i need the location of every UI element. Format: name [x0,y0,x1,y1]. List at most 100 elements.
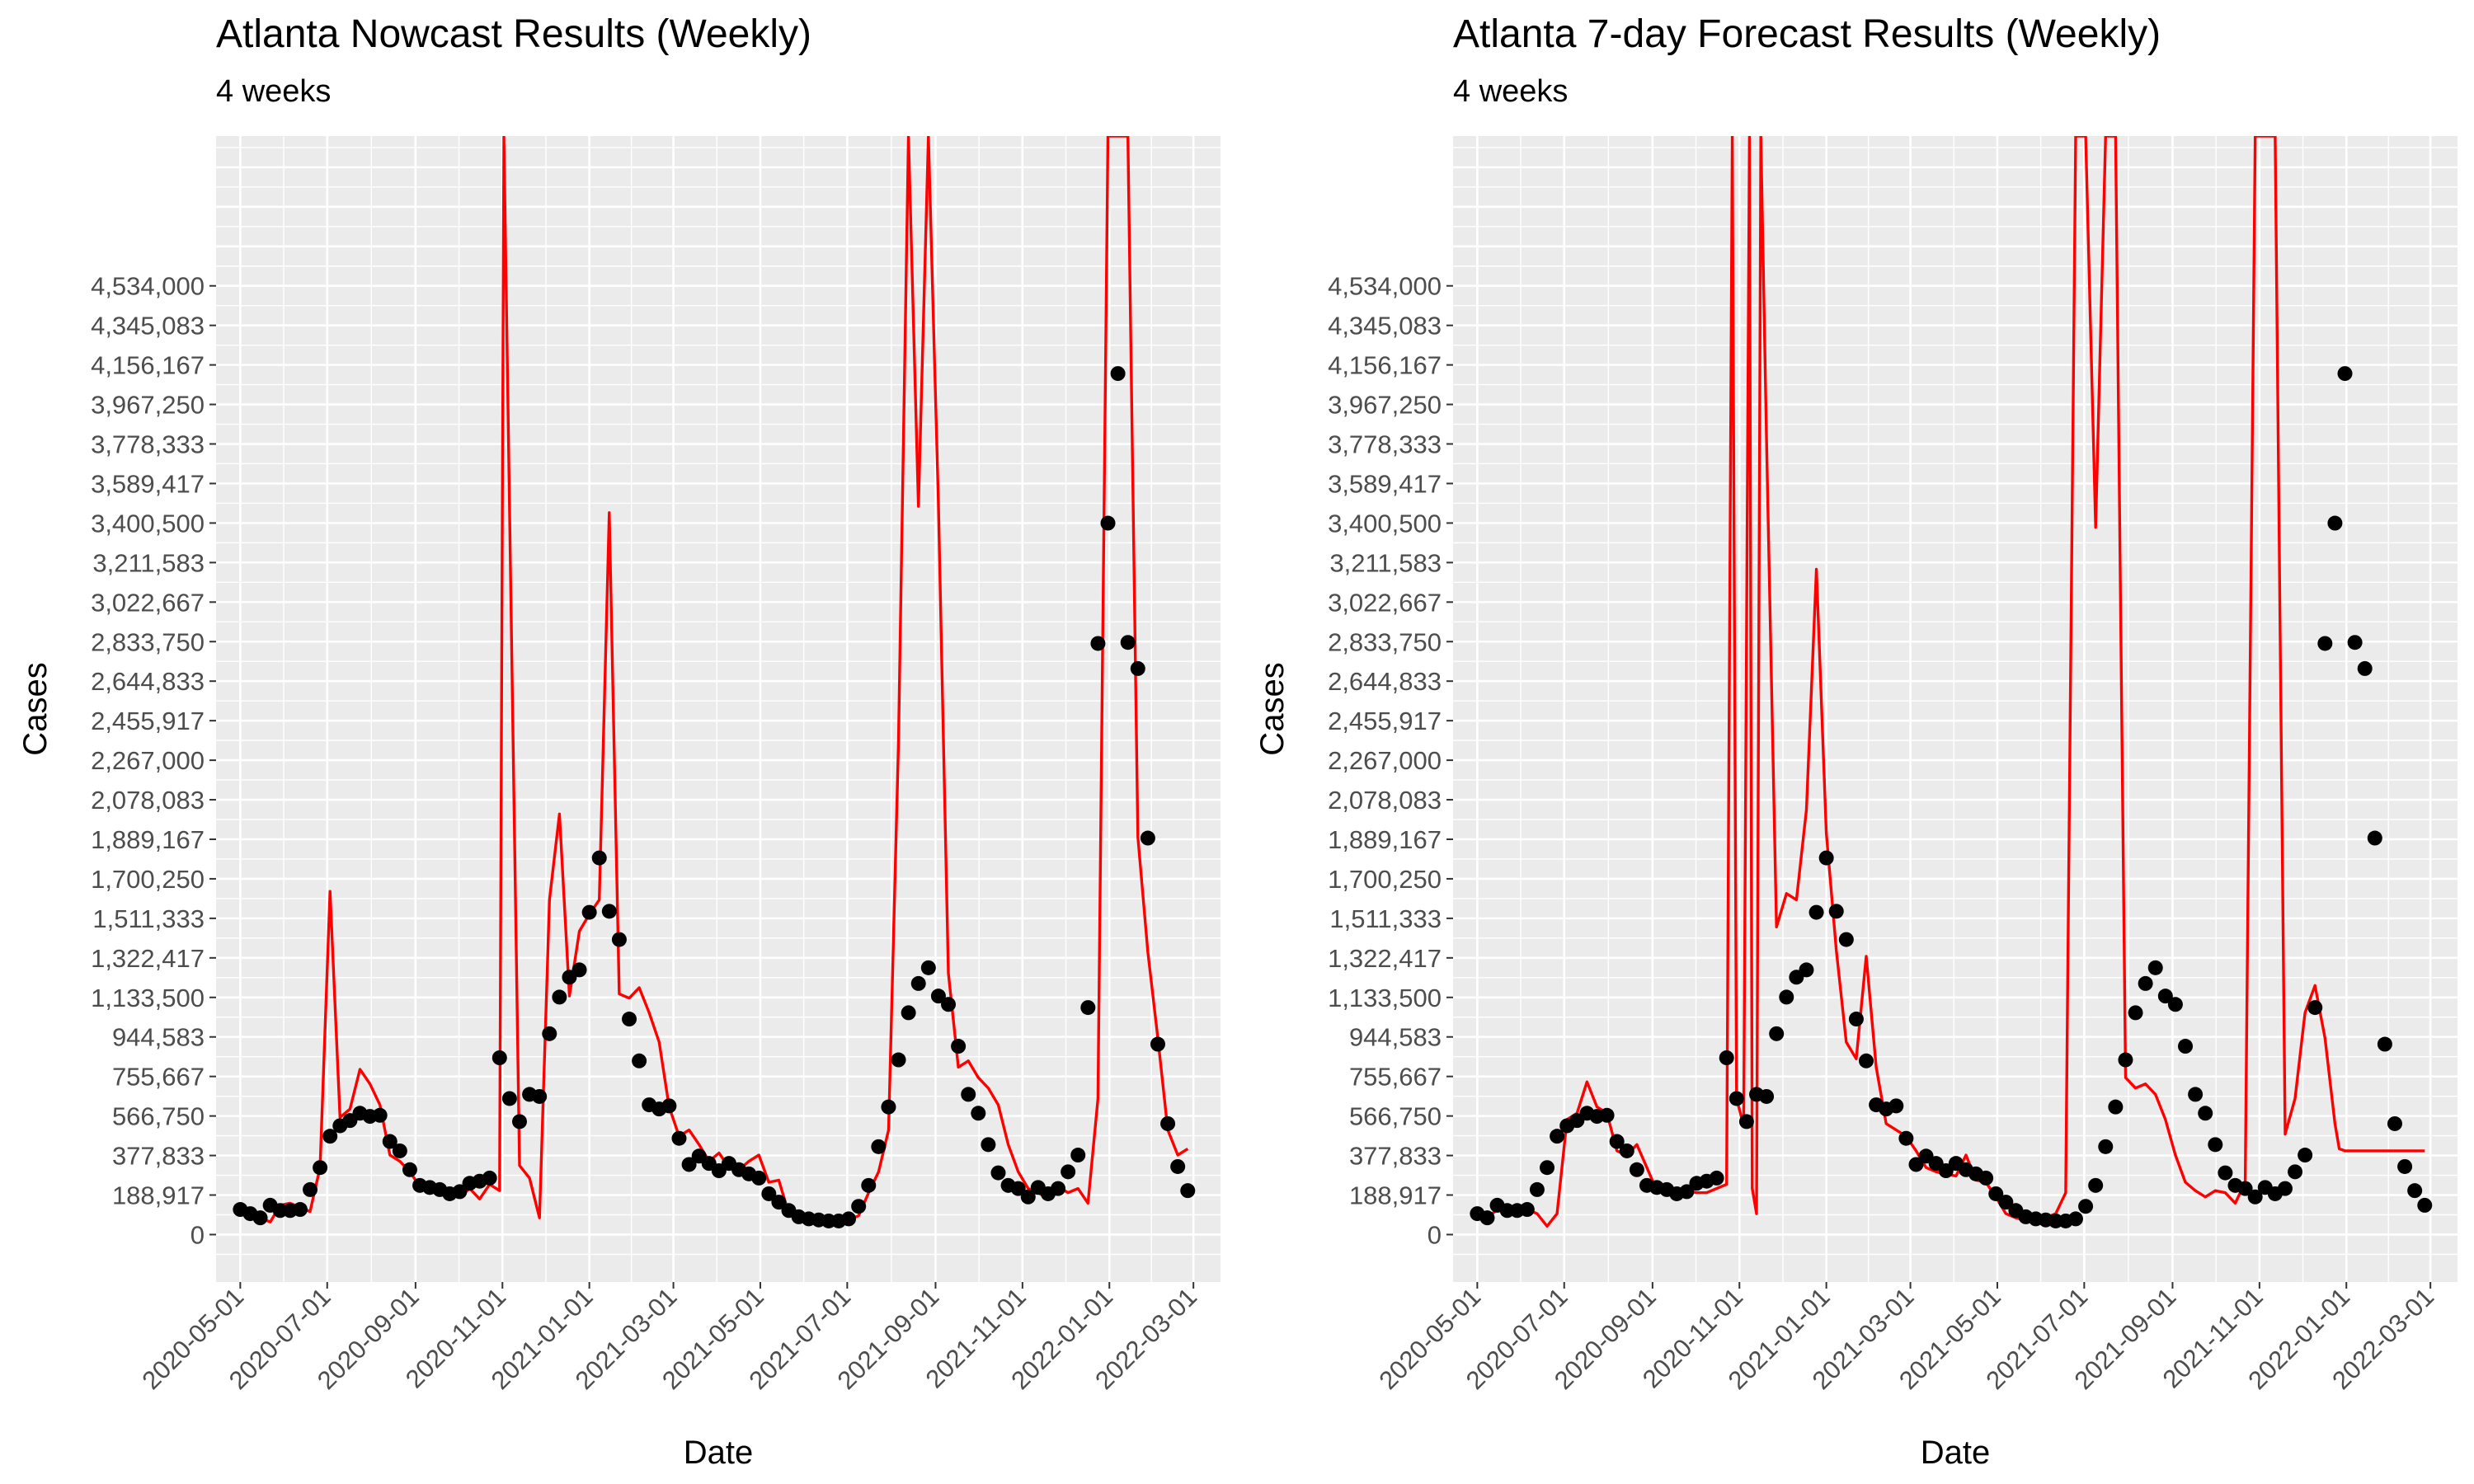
y-tick-label: 3,589,417 [91,469,205,498]
y-tick-label: 3,022,667 [91,588,205,617]
observed-point [532,1088,548,1104]
observed-point [1150,1036,1165,1052]
observed-point [2237,1181,2253,1196]
observed-point [1010,1181,1026,1196]
observed-point [1808,904,1824,920]
observed-point [1180,1183,1196,1199]
y-tick-label: 2,078,083 [91,786,205,815]
y-tick-label: 2,455,917 [91,707,205,735]
predicted-series-line [239,136,1189,1223]
x-axis-title: Date [1921,1435,1991,1471]
observed-point [1100,515,1116,531]
x-axis-title: Date [684,1435,754,1471]
observed-point [2307,1000,2323,1016]
observed-point [871,1139,887,1154]
observed-point [581,904,597,920]
y-tick-label: 1,322,417 [1328,944,1442,973]
y-tick-label: 2,078,083 [1328,786,1442,815]
observed-point [891,1052,906,1068]
observed-point [1759,1088,1775,1104]
y-tick-label: 944,583 [1349,1023,1442,1052]
observed-point [2128,1005,2143,1021]
observed-point [1978,1170,1994,1186]
observed-point [1170,1158,1186,1174]
y-tick-label: 4,156,167 [1328,351,1442,380]
observed-point [2138,975,2153,991]
observed-point [611,932,627,947]
y-tick-label: 3,778,333 [1328,430,1442,459]
observed-point [1848,1012,1864,1027]
observed-point [1479,1210,1495,1226]
observed-point [2417,1197,2433,1213]
observed-point [1799,962,1814,978]
y-tick-label: 377,833 [1349,1142,1442,1171]
observed-point [1130,660,1145,676]
observed-point [303,1181,318,1197]
forecast-panel: Atlanta 7-day Forecast Results (Weekly) … [1237,0,2474,1484]
y-tick-label: 377,833 [112,1142,205,1171]
observed-point [382,1134,397,1149]
observed-point [920,960,936,975]
observed-point [2218,1165,2233,1181]
y-tick-label: 3,400,500 [1328,509,1442,538]
observed-point [1898,1130,1914,1146]
observed-point [761,1186,777,1201]
observed-point [492,1050,507,1065]
observed-point [1160,1115,1176,1131]
y-tick-label: 188,917 [1349,1181,1442,1210]
observed-point [671,1130,687,1146]
y-tick-label: 1,889,167 [1328,825,1442,854]
observed-point [2387,1115,2402,1131]
observed-point [1859,1053,1874,1068]
observed-point [971,1106,986,1121]
observed-point [292,1202,308,1218]
observed-point [2247,1189,2263,1205]
observed-point [2157,989,2173,1004]
y-tick-label: 2,833,750 [91,627,205,656]
observed-point [1120,635,1136,650]
observed-point [841,1211,857,1227]
observed-point [1888,1098,1904,1114]
y-tick-label: 0 [190,1220,205,1249]
observed-point [2088,1177,2104,1193]
observed-point [1090,636,1106,651]
y-tick-label: 4,345,083 [1328,312,1442,340]
observed-point [1080,1000,1096,1016]
observed-point [930,989,946,1004]
observed-point [1140,830,1155,846]
observed-point [851,1199,867,1214]
observed-point [861,1177,877,1193]
y-tick-label: 566,750 [1349,1102,1442,1131]
observed-point [2277,1181,2293,1196]
y-tick-label: 3,589,417 [1328,469,1442,498]
y-tick-label: 0 [1427,1220,1442,1249]
y-tick-label: 755,667 [112,1063,205,1092]
observed-point [2367,830,2382,846]
observed-point [1609,1134,1625,1149]
observed-point [661,1098,677,1114]
chart-title: Atlanta Nowcast Results (Weekly) [216,12,812,56]
observed-point [2178,1039,2194,1054]
observed-point [941,997,957,1012]
y-tick-label: 188,917 [112,1181,205,1210]
predicted-series-line [1476,136,2425,1228]
observed-point [1779,989,1794,1005]
nowcast-chart: 0 188,917 377,833 566,750 755,667 944,583 1,13… [17,136,1221,1471]
y-tick-label: 566,750 [112,1102,205,1131]
observed-point [2167,997,2183,1012]
observed-point [910,975,926,991]
y-tick-label: 3,400,500 [91,509,205,538]
nowcast-panel: Atlanta Nowcast Results (Weekly) 4 weeks… [17,12,1221,1471]
observed-point [542,1026,557,1041]
observed-point [681,1157,697,1172]
y-axis-title: Cases [17,662,54,755]
observed-point [1020,1189,1036,1205]
observed-point [1599,1107,1615,1123]
observed-point [313,1160,328,1176]
observed-point [2407,1183,2423,1199]
observed-point [591,850,607,866]
observed-point [901,1005,916,1021]
observed-point [571,962,587,978]
y-tick-label: 944,583 [112,1023,205,1052]
observed-point [2147,960,2163,975]
